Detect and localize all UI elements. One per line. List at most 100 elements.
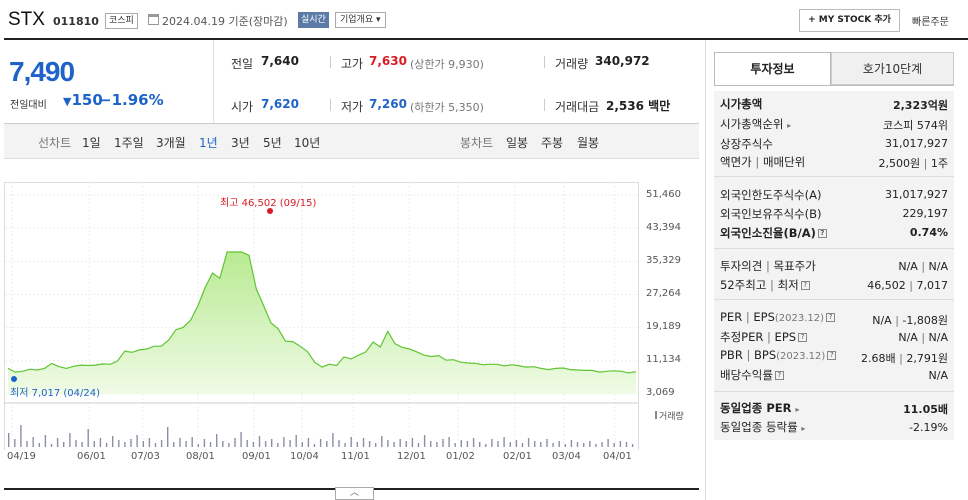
x-tick: 04/19 (7, 451, 36, 462)
foreign-hold-label: 외국인보유주식수(B) (720, 207, 822, 221)
market-cap-value: 2,323억원 (892, 99, 948, 112)
tab-investment-info[interactable]: 투자정보 (714, 52, 831, 85)
help-icon[interactable]: ? (817, 229, 827, 238)
price-chart[interactable] (4, 160, 699, 450)
separator (330, 56, 331, 68)
tab-3m[interactable]: 3개월 (156, 136, 186, 150)
tab-5y[interactable]: 5년 (263, 136, 282, 150)
help-icon[interactable]: ? (798, 333, 808, 342)
foreign-rate-value: 0.74% (909, 226, 948, 239)
industry-per-label: 동일업종 PER (720, 401, 792, 415)
volume-bar (209, 442, 212, 447)
volume-bar (601, 442, 603, 447)
volume-bar (8, 433, 10, 447)
tab-weekly[interactable]: 주봉 (541, 136, 564, 150)
volume-bar (173, 442, 175, 447)
est-per-label-row: 추정PER | EPS? (720, 329, 808, 345)
volume-bar (362, 438, 365, 447)
volume-bar (625, 442, 628, 447)
volume-bar (552, 443, 554, 447)
help-icon[interactable]: ? (774, 371, 784, 380)
volume-bar (14, 439, 16, 447)
est-per-label: 추정PER (720, 330, 764, 344)
volume-bar (38, 443, 40, 447)
target-value: N/A (928, 260, 948, 273)
chart-frame (4, 182, 639, 450)
add-my-stock-button[interactable]: + MY STOCK 추가 (799, 9, 900, 32)
investment-panel (705, 40, 968, 500)
volume-bar (423, 435, 426, 447)
volume-bar (570, 440, 573, 447)
industry-chg-label: 동일업종 등락률 (720, 420, 798, 434)
corp-info-label: 기업개요 (340, 15, 374, 25)
tab-daily[interactable]: 일봉 (506, 136, 529, 150)
volume-bar (356, 442, 358, 447)
volume-bar (405, 441, 407, 447)
dividend-label: 배당수익률 (720, 368, 773, 382)
tab-1y[interactable]: 1년 (199, 136, 218, 150)
volume-bar (222, 441, 224, 447)
volume-bar (105, 443, 108, 447)
separator (544, 99, 545, 111)
realtime-button[interactable]: 실시간 (298, 12, 329, 28)
wk52-low-label: 최저 (777, 278, 799, 292)
tab-10y[interactable]: 10년 (294, 136, 321, 150)
market-badge: 코스피 (105, 13, 138, 29)
volume-bar (546, 439, 548, 447)
per-eps-value: N/A | -1,808원 (872, 314, 948, 327)
chart-tab-bar (4, 124, 699, 159)
est-per-value: N/A (898, 331, 918, 344)
stock-code: 011810 (53, 15, 99, 28)
corp-info-dropdown[interactable]: 기업개요 ▾ (335, 12, 386, 28)
trade-unit-label: 매매단위 (762, 155, 806, 169)
separator (330, 99, 331, 111)
tab-3y[interactable]: 3년 (231, 136, 250, 150)
tab-1d[interactable]: 1일 (82, 136, 101, 150)
current-price: 7,490 (9, 56, 75, 87)
quick-order-button[interactable]: 빠른주문 (912, 17, 949, 28)
cap-rank-link[interactable]: 시가총액순위 ▸ (720, 116, 791, 132)
est-per-value-row: N/A | N/A (898, 331, 948, 344)
help-icon[interactable]: ? (800, 281, 810, 290)
volume-bar (301, 442, 303, 447)
industry-chg-link[interactable]: 동일업종 등락률 ▸ (720, 419, 805, 435)
volume-bar (319, 439, 322, 447)
per-value: N/A (872, 314, 892, 327)
industry-per-link[interactable]: 동일업종 PER ▸ (720, 400, 800, 416)
wk52-high-label: 52주최고 (720, 278, 767, 292)
volume-bar (393, 442, 395, 447)
help-icon[interactable]: ? (826, 313, 836, 322)
volume-bar (81, 442, 83, 447)
volume-bar (595, 444, 597, 447)
y-tick: 3,069 (646, 387, 675, 398)
face-value-label: 액면가 (720, 155, 752, 169)
target-label: 목표주가 (773, 259, 816, 273)
volume-bar (619, 441, 622, 447)
volume-bar (240, 432, 242, 447)
max-price-marker (267, 208, 273, 214)
volume-bar (271, 439, 273, 447)
volume-bar (521, 443, 524, 447)
volume-bar (32, 437, 34, 447)
eps-label: EPS (753, 310, 775, 324)
tab-1w[interactable]: 1주일 (114, 136, 144, 150)
volume-bar (154, 443, 157, 447)
divider (714, 176, 954, 177)
eps-value: -1,808원 (902, 314, 948, 327)
help-icon[interactable]: ? (827, 351, 837, 360)
volume-bar (258, 436, 261, 447)
change-percent: −1.96% (99, 91, 164, 109)
volume-bar (503, 437, 505, 447)
tab-monthly[interactable]: 월봉 (577, 136, 600, 150)
volume-bar (185, 441, 187, 447)
volume-bar (197, 444, 199, 447)
volume-bar (283, 437, 285, 447)
tab-orderbook[interactable]: 호가10단계 (831, 52, 954, 85)
volume-bar (607, 439, 609, 447)
change-value: ▼150 (63, 91, 103, 109)
collapse-chart-button[interactable]: ︿ (335, 487, 374, 500)
opinion-value: N/A (898, 260, 918, 273)
x-tick: 11/01 (341, 451, 370, 462)
price-line (7, 251, 637, 374)
volume-bar (264, 441, 267, 447)
